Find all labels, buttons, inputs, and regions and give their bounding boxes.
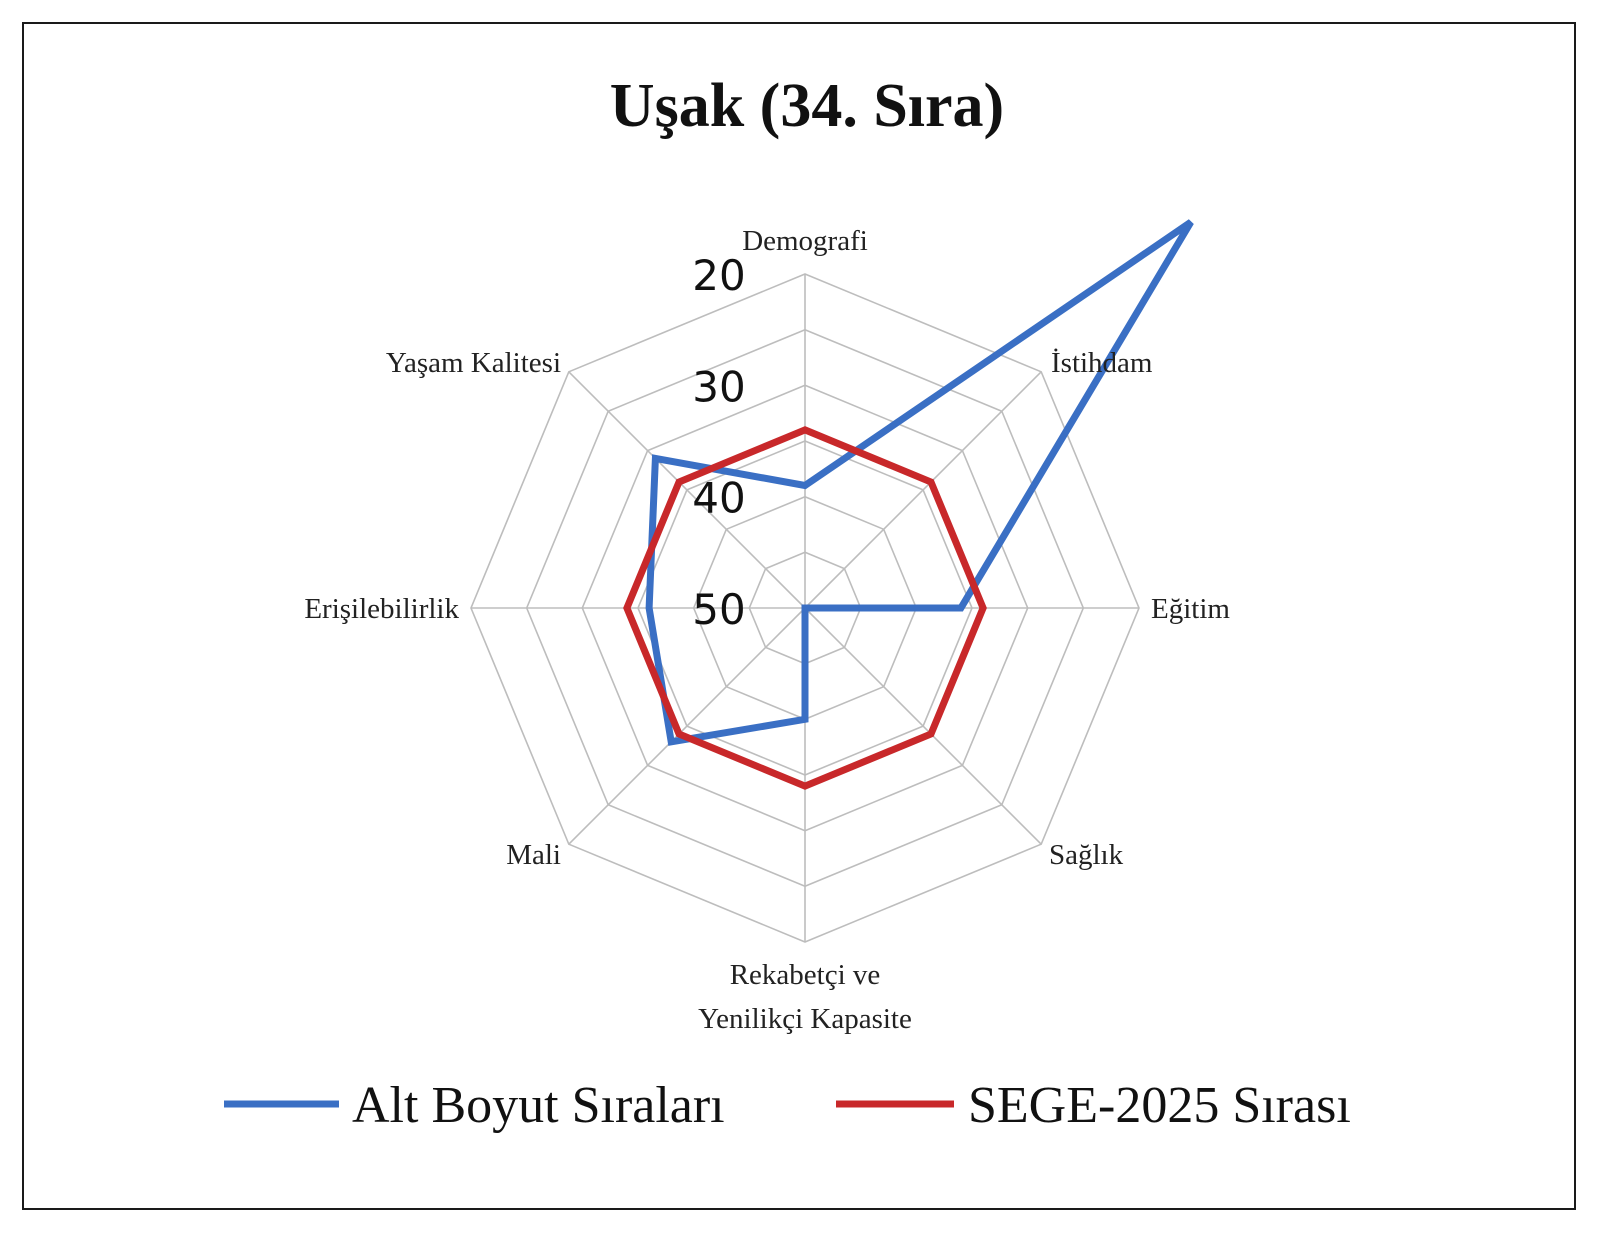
category-label: Rekabetçi ve Yenilikçi Kapasite xyxy=(698,959,912,1035)
tick-label: 30 xyxy=(692,362,745,411)
category-label: Sağlık xyxy=(1049,839,1124,871)
series-2 xyxy=(623,426,987,790)
category-label: Erişilebilirlik xyxy=(304,593,459,625)
chart-frame: Uşak (34. Sıra) 20 30 40 50 Demografi İstihd… xyxy=(22,22,1576,1210)
radar-chart: Uşak (34. Sıra) 20 30 40 50 Demografi İstihd… xyxy=(224,72,1351,1134)
category-label: Yaşam Kalitesi xyxy=(386,347,561,379)
tick-label: 40 xyxy=(692,474,745,523)
category-label: Demografi xyxy=(742,225,868,257)
radar-series xyxy=(623,219,1194,790)
legend-item: Alt Boyut Sıraları xyxy=(224,1077,725,1134)
legend: Alt Boyut Sıraları SEGE-2025 Sırası xyxy=(224,1077,1351,1134)
tick-label: 20 xyxy=(692,251,745,300)
category-label: Mali xyxy=(506,839,561,871)
category-labels: Demografi İstihdam Eğitim Sağlık Rekabetçi v… xyxy=(304,225,1230,1035)
chart-title: Uşak (34. Sıra) xyxy=(610,72,1004,140)
grid-spoke xyxy=(568,371,806,609)
grid-spoke xyxy=(804,607,1042,845)
grid-spoke xyxy=(804,371,1042,609)
category-label: İstihdam xyxy=(1051,347,1153,379)
axis-ticks: 20 30 40 50 xyxy=(692,251,745,634)
grid-spoke xyxy=(568,607,806,845)
legend-label: SEGE-2025 Sırası xyxy=(968,1077,1351,1134)
tick-label: 50 xyxy=(692,585,745,634)
series-1 xyxy=(645,219,1194,746)
legend-item: SEGE-2025 Sırası xyxy=(836,1077,1351,1134)
category-label: Eğitim xyxy=(1151,593,1230,625)
legend-label: Alt Boyut Sıraları xyxy=(352,1077,725,1134)
